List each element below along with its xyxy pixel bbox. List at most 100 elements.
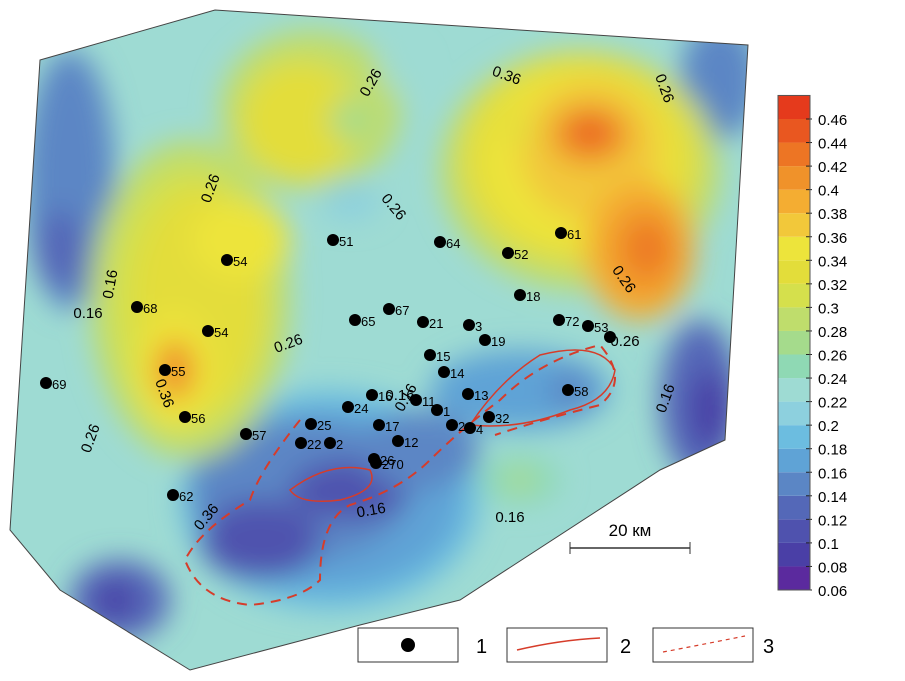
colorbar-tick-label: 0.44	[818, 136, 847, 153]
well-label: 12	[404, 435, 418, 450]
well	[392, 435, 404, 447]
well-label: 57	[252, 428, 266, 443]
legend-symbol	[401, 638, 415, 652]
legend-symbol	[516, 637, 601, 651]
well	[383, 303, 395, 315]
well-label: 54	[214, 325, 228, 340]
contour-label: 0.16	[73, 305, 102, 322]
contour-band	[35, 210, 85, 290]
colorbar-band	[778, 448, 810, 473]
well-label: 4	[476, 422, 483, 437]
well-label: 64	[446, 236, 460, 251]
colorbar-tick-label: 0.34	[818, 253, 847, 270]
well-label: 21	[429, 316, 443, 331]
well-label: 25	[317, 418, 331, 433]
colorbar-tick-label: 0.12	[818, 512, 847, 529]
well-label: 65	[361, 314, 375, 329]
colorbar-band	[778, 401, 810, 426]
well	[221, 254, 233, 266]
well-label: 52	[514, 247, 528, 262]
colorbar-tick-label: 0.36	[818, 230, 847, 247]
well-label: 2	[458, 419, 465, 434]
colorbar-band	[778, 495, 810, 520]
colorbar-tick-label: 0.24	[818, 371, 847, 388]
well	[159, 364, 171, 376]
contour-band	[240, 60, 360, 180]
well-label: 56	[191, 411, 205, 426]
well	[514, 289, 526, 301]
colorbar-band	[778, 236, 810, 261]
contour-band	[95, 580, 135, 620]
colorbar-band	[778, 566, 810, 590]
well	[446, 419, 458, 431]
contour-band	[630, 226, 666, 270]
well	[327, 234, 339, 246]
well	[553, 314, 565, 326]
colorbar-band	[778, 542, 810, 567]
colorbar-band	[778, 354, 810, 379]
well	[582, 320, 594, 332]
contour-band	[570, 118, 610, 146]
well-label: 67	[395, 303, 409, 318]
colorbar-tick-label: 0.16	[818, 465, 847, 482]
colorbar-tick-label: 0.28	[818, 324, 847, 341]
colorbar-tick-label: 0.38	[818, 206, 847, 223]
contour-label: 0.16	[100, 268, 122, 300]
colorbar-band	[778, 307, 810, 331]
well-label: 53	[594, 320, 608, 335]
well-label: 16	[378, 389, 392, 404]
well-label: 2	[336, 437, 343, 452]
well-label: 3	[475, 319, 482, 334]
well-label: 51	[339, 234, 353, 249]
contour-band	[155, 340, 195, 400]
colorbar-tick-label: 0.2	[818, 418, 839, 435]
well	[562, 384, 574, 396]
colorbar-band	[778, 519, 810, 543]
well	[342, 401, 354, 413]
colorbar-tick-label: 0.1	[818, 536, 839, 553]
colorbar-tick-label: 0.22	[818, 395, 847, 412]
well-label: 61	[567, 227, 581, 242]
contour-label: 0.26	[610, 333, 639, 350]
legend-box	[357, 627, 459, 663]
well	[438, 366, 450, 378]
well	[305, 418, 317, 430]
contour-band	[380, 50, 420, 90]
legend-box	[652, 627, 754, 663]
well-label: 58	[574, 384, 588, 399]
colorbar-band	[778, 189, 810, 214]
well-label: 22	[307, 437, 321, 452]
scale-label: 20 км	[609, 521, 652, 540]
well-label: 18	[526, 289, 540, 304]
well-label: 1	[443, 404, 450, 419]
colorbar-band	[778, 142, 810, 167]
well	[555, 227, 567, 239]
well	[462, 388, 474, 400]
well	[40, 377, 52, 389]
contour-band	[690, 370, 730, 450]
colorbar-tick-label: 0.46	[818, 112, 847, 129]
well	[424, 349, 436, 361]
colorbar-tick-label: 0.06	[818, 583, 847, 600]
colorbar-band	[778, 166, 810, 190]
well	[483, 411, 495, 423]
well	[417, 316, 429, 328]
contour-band	[320, 180, 380, 220]
colorbar-band	[778, 260, 810, 284]
well	[324, 437, 336, 449]
contour-label: 0.16	[495, 509, 524, 526]
legend-label: 3	[763, 636, 774, 658]
boundary	[9, 9, 749, 671]
well-label: 15	[436, 349, 450, 364]
colorbar-band	[778, 119, 810, 143]
well	[366, 389, 378, 401]
legend-symbol	[662, 635, 746, 653]
well	[464, 422, 476, 434]
legend-label: 2	[620, 636, 631, 658]
colorbar-tick-label: 0.32	[818, 277, 847, 294]
well	[131, 301, 143, 313]
well-label: 13	[474, 388, 488, 403]
well-label: 270	[382, 457, 404, 472]
